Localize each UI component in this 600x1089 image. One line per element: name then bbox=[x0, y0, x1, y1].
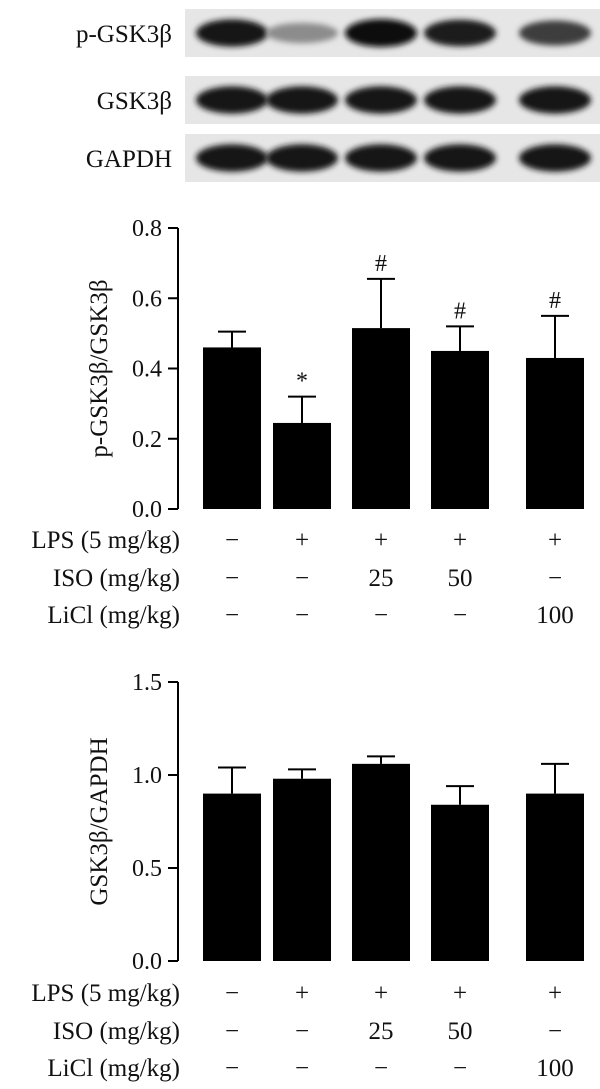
treatment-value: − bbox=[453, 602, 467, 629]
treatment-value: − bbox=[295, 565, 309, 592]
treatment-value: + bbox=[548, 527, 562, 554]
bar bbox=[273, 422, 331, 509]
bar bbox=[526, 793, 584, 961]
treatment-value: 50 bbox=[448, 1018, 473, 1045]
treatment-value: + bbox=[374, 980, 388, 1007]
treatment-value: − bbox=[295, 1018, 309, 1045]
treatment-value: − bbox=[225, 1018, 239, 1045]
treatment-value: 50 bbox=[448, 565, 473, 592]
y-tick-label: 0.5 bbox=[132, 856, 162, 882]
treatment-value: + bbox=[453, 980, 467, 1007]
treatment-value: − bbox=[548, 1018, 562, 1045]
gsk3b-gapdh-ratio-chart: 0.0 0.5 1.0 1.5 GSK3β/GAPDH LPS (5 mg/kg) − + + +… bbox=[31, 670, 584, 1082]
bar bbox=[203, 793, 261, 961]
blot-band bbox=[345, 144, 417, 172]
treatment-label: ISO (mg/kg) bbox=[53, 1018, 180, 1045]
y-axis-label: p-GSK3β/GSK3β bbox=[86, 279, 113, 457]
significance-marker: # bbox=[375, 251, 387, 277]
significance-marker: # bbox=[454, 298, 466, 324]
treatment-value: 25 bbox=[369, 1018, 394, 1045]
y-tick-label: 0.0 bbox=[132, 949, 162, 975]
western-blot: p-GSK3β GSK3β GAPDH bbox=[76, 9, 600, 182]
treatment-value: − bbox=[225, 1055, 239, 1082]
treatment-label: LiCl (mg/kg) bbox=[47, 602, 180, 629]
treatment-value: − bbox=[295, 1055, 309, 1082]
y-tick-label: 1.5 bbox=[132, 670, 162, 696]
treatment-value: − bbox=[548, 565, 562, 592]
treatment-value: + bbox=[453, 527, 467, 554]
treatment-value: − bbox=[225, 602, 239, 629]
blot-band bbox=[424, 19, 496, 47]
blot-row-label: GAPDH bbox=[86, 146, 172, 173]
blot-band bbox=[345, 86, 417, 114]
y-tick-label: 0.8 bbox=[132, 216, 162, 242]
bar bbox=[431, 804, 489, 961]
treatment-value: + bbox=[374, 527, 388, 554]
p-gsk3b-ratio-chart: 0.0 0.2 0.4 0.6 0.8 p-GSK3β/GSK3β * # # # LPS (5 m… bbox=[31, 216, 584, 629]
treatment-label: ISO (mg/kg) bbox=[53, 565, 180, 592]
blot-row-label: p-GSK3β bbox=[76, 21, 172, 48]
treatment-label: LPS (5 mg/kg) bbox=[31, 980, 180, 1007]
blot-band bbox=[266, 144, 338, 172]
treatment-value: + bbox=[295, 980, 309, 1007]
treatment-value: − bbox=[374, 1055, 388, 1082]
blot-band bbox=[519, 20, 591, 46]
treatment-value: 25 bbox=[369, 565, 394, 592]
significance-marker: # bbox=[549, 288, 561, 314]
bar bbox=[526, 357, 584, 509]
treatment-value: + bbox=[295, 527, 309, 554]
blot-band bbox=[519, 86, 591, 114]
blot-band bbox=[266, 22, 338, 44]
treatment-value: 100 bbox=[536, 1055, 574, 1082]
blot-band bbox=[519, 144, 591, 172]
y-tick-label: 0.4 bbox=[132, 357, 162, 383]
treatment-label: LiCl (mg/kg) bbox=[47, 1055, 180, 1082]
blot-band bbox=[196, 144, 268, 172]
y-tick-label: 0.0 bbox=[132, 497, 162, 523]
blot-band bbox=[196, 86, 268, 114]
blot-band bbox=[266, 86, 338, 114]
bar bbox=[431, 350, 489, 509]
bar bbox=[352, 328, 410, 509]
treatment-value: − bbox=[453, 1055, 467, 1082]
bar bbox=[273, 778, 331, 961]
treatment-label: LPS (5 mg/kg) bbox=[31, 527, 180, 554]
y-tick-label: 0.6 bbox=[132, 286, 162, 312]
bar bbox=[203, 347, 261, 509]
treatment-value: + bbox=[548, 980, 562, 1007]
y-axis-label: GSK3β/GAPDH bbox=[86, 737, 113, 905]
blot-band bbox=[424, 144, 496, 172]
treatment-value: − bbox=[225, 527, 239, 554]
blot-band bbox=[345, 19, 417, 47]
significance-marker: * bbox=[296, 369, 308, 395]
treatment-value: − bbox=[225, 980, 239, 1007]
treatment-value: 100 bbox=[536, 602, 574, 629]
blot-band bbox=[424, 86, 496, 114]
bar bbox=[352, 763, 410, 961]
y-tick-label: 1.0 bbox=[132, 763, 162, 789]
treatment-value: − bbox=[374, 602, 388, 629]
y-tick-label: 0.2 bbox=[132, 427, 162, 453]
treatment-value: − bbox=[295, 602, 309, 629]
blot-row-label: GSK3β bbox=[97, 88, 172, 115]
blot-band bbox=[196, 19, 268, 47]
treatment-value: − bbox=[225, 565, 239, 592]
